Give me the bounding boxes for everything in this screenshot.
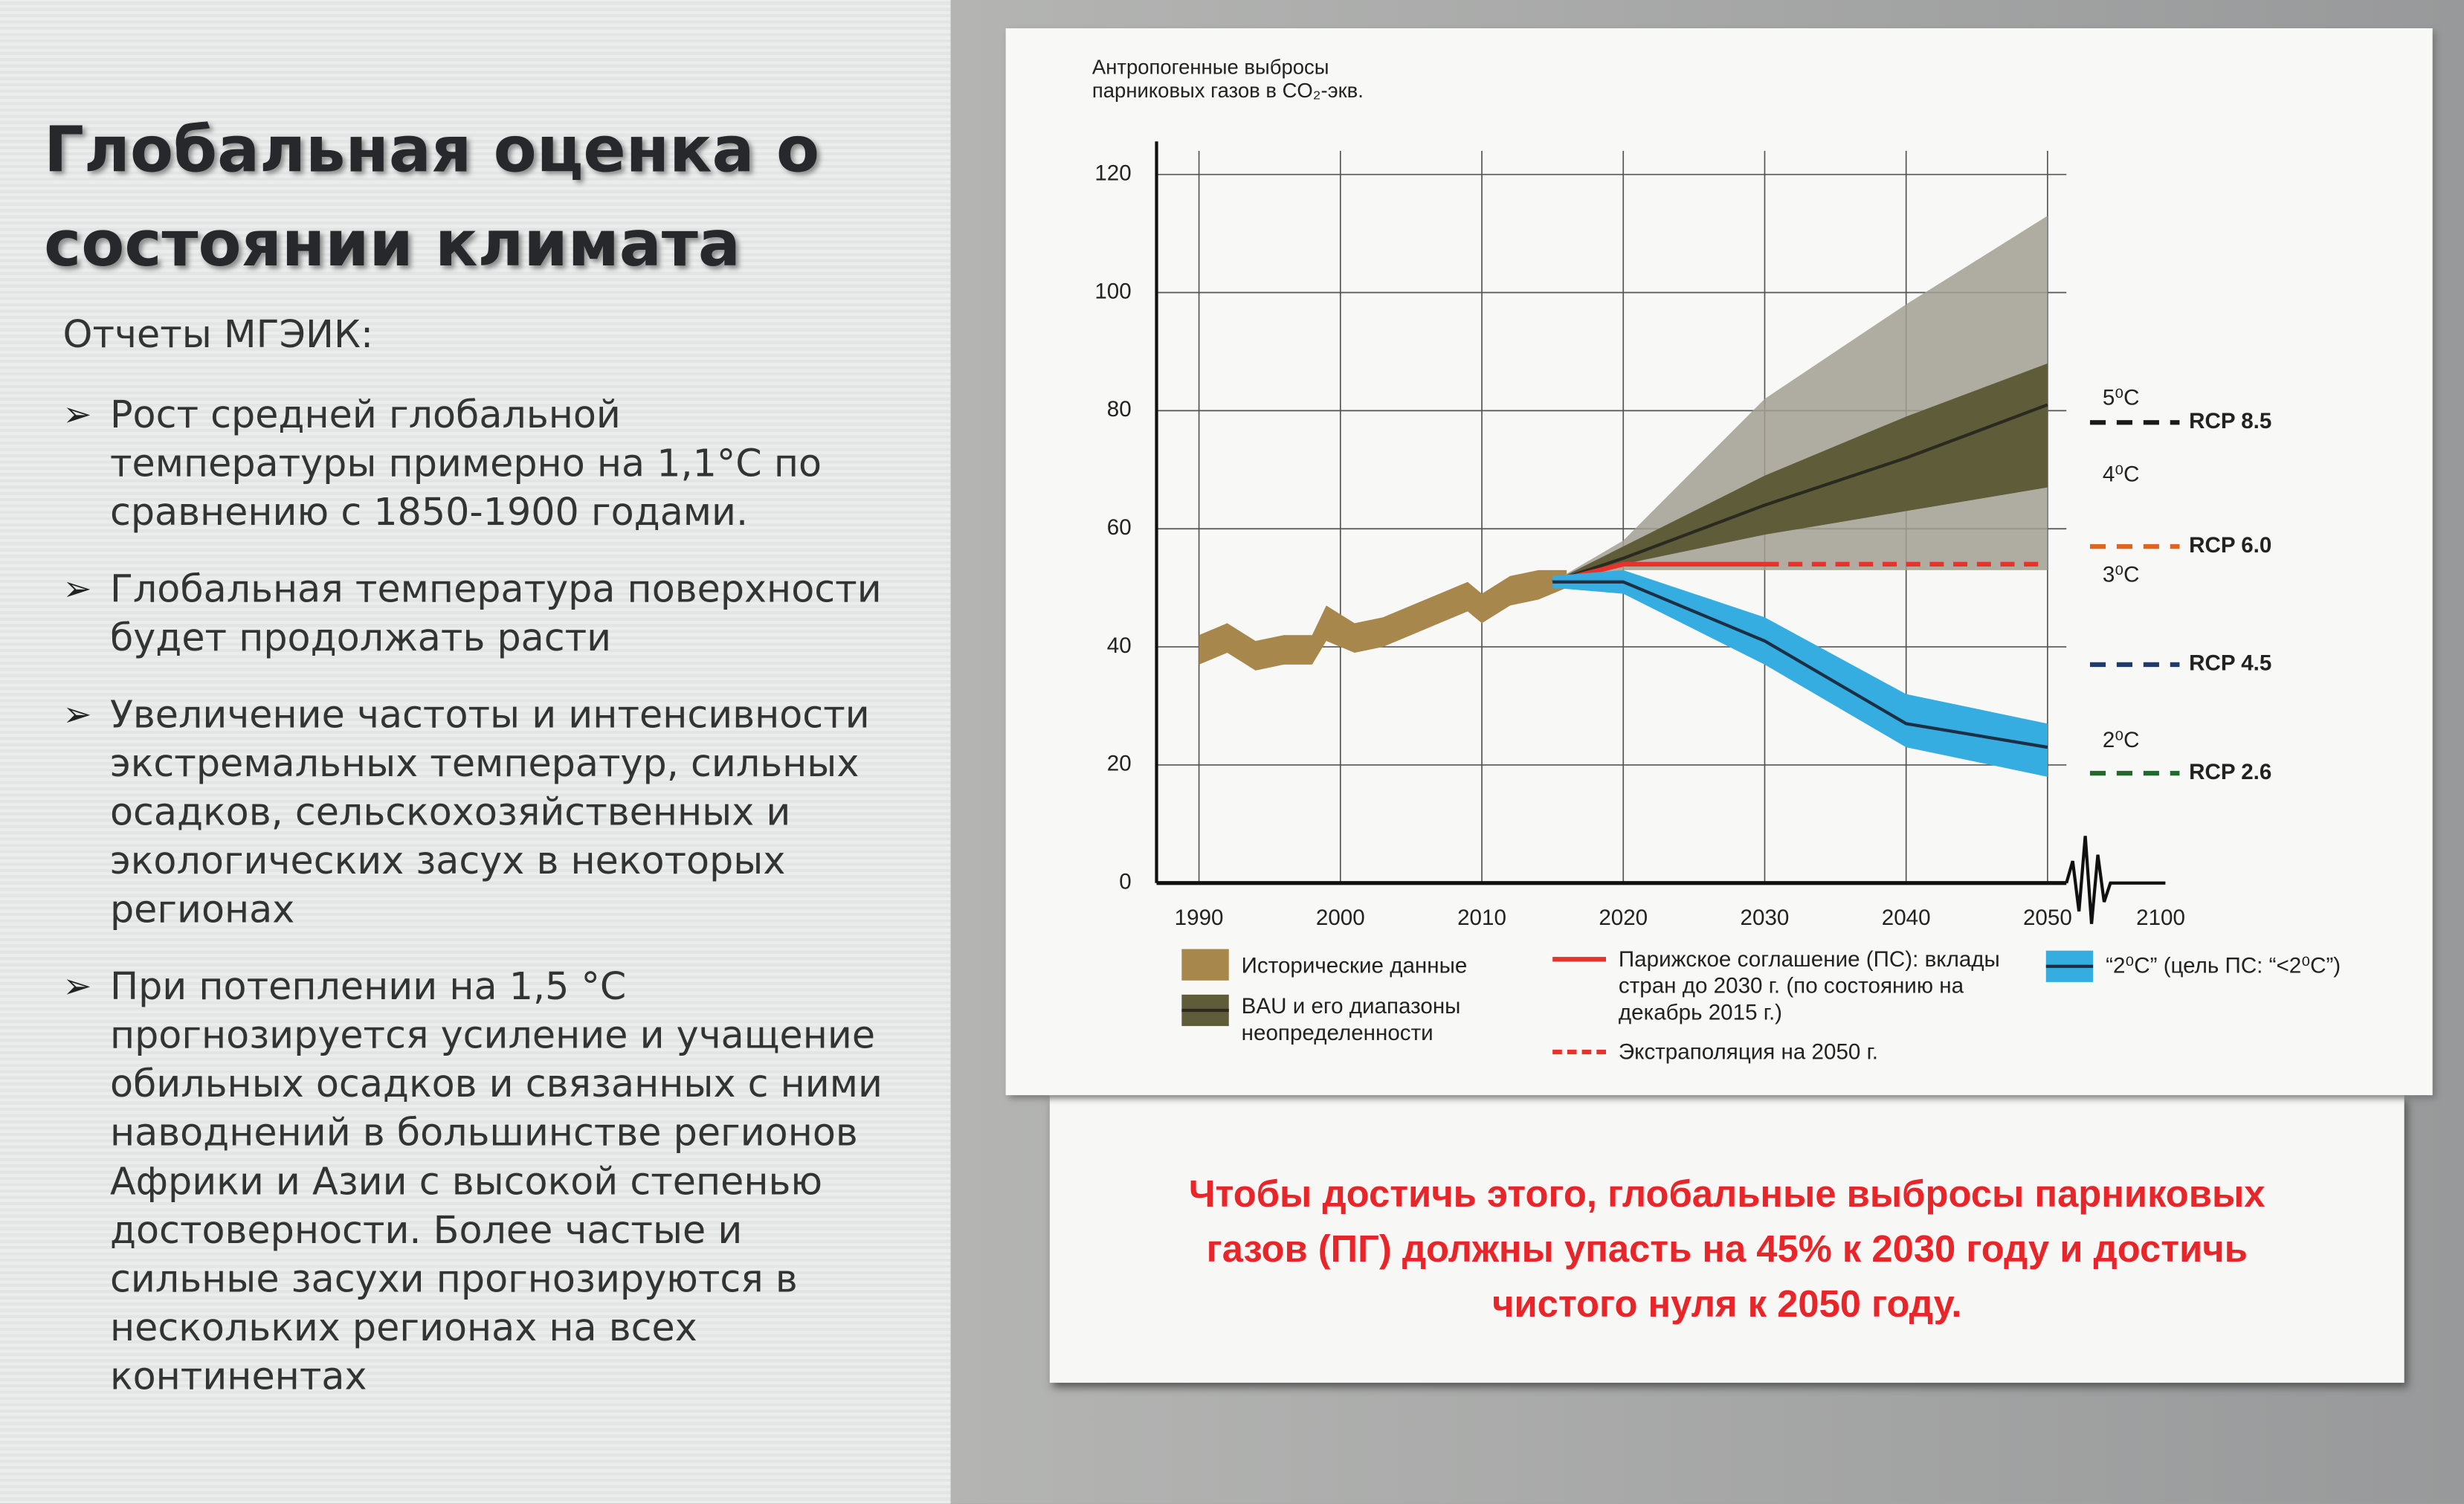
caption-line: чистого нуля к 2050 году. bbox=[1491, 1283, 1962, 1326]
bullet: ➢ Увеличение частоты и интенсивности экстр… bbox=[63, 691, 883, 935]
bullet-line: осадков, сельскохозяйственных и bbox=[109, 790, 791, 835]
x-tick-label: 2000 bbox=[1316, 906, 1365, 930]
caption: Чтобы достичь этого, глобальные выбросы … bbox=[1050, 1167, 2405, 1332]
caption-line: Чтобы достичь этого, глобальные выбросы … bbox=[1188, 1173, 2265, 1216]
rcp-label: RCP 6.0 bbox=[2189, 533, 2271, 558]
bullet-list: ➢ Рост средней глобальной температуры прим… bbox=[63, 391, 883, 1401]
bullet-line: Увеличение частоты и интенсивности bbox=[109, 693, 870, 738]
bullet-line: экстремальных температур, сильных bbox=[109, 741, 860, 786]
line bbox=[1552, 403, 2048, 584]
bullet-line: сравнению с 1850-1900 годами. bbox=[109, 490, 749, 535]
caption-panel bbox=[1049, 1095, 2405, 1383]
legend-label: Исторические данные bbox=[1241, 952, 1468, 978]
slide-title: Глобальная оценка о состоянии климата bbox=[44, 103, 819, 292]
bullet-line: Африки и Азии с высокой степенью bbox=[109, 1159, 823, 1204]
x-tick-label: 2030 bbox=[1741, 906, 1790, 930]
bullet-line: достоверности. Более частые и bbox=[109, 1208, 743, 1253]
bullet-line: прогнозируется усиление и учащение bbox=[109, 1013, 876, 1058]
x-tick-label: 2040 bbox=[1882, 906, 1931, 930]
y-tick-label: 20 bbox=[1107, 752, 1132, 776]
temperature-label: 3⁰C bbox=[2103, 563, 2140, 587]
chart-title-line: парниковых газов в CO₂-экв. bbox=[1091, 78, 1364, 103]
x-tick-label: 2100 bbox=[2136, 906, 2185, 930]
axis-break bbox=[2065, 836, 2166, 924]
line bbox=[1552, 580, 2048, 749]
y-tick-label: 80 bbox=[1107, 397, 1132, 422]
band bbox=[1552, 363, 2048, 582]
rcp-label: RCP 8.5 bbox=[2189, 409, 2271, 433]
title-line: Глобальная оценка о bbox=[44, 114, 820, 187]
caption-line: газов (ПГ) должны упасть на 45% к 2030 г… bbox=[1206, 1228, 2248, 1271]
y-tick-label: 60 bbox=[1107, 515, 1132, 540]
y-tick-label: 100 bbox=[1094, 279, 1131, 303]
x-tick-label: 2010 bbox=[1457, 906, 1506, 930]
legend-swatch bbox=[2045, 950, 2094, 982]
y-tick-label: 0 bbox=[1119, 870, 1131, 894]
rcp-label: RCP 2.6 bbox=[2189, 760, 2271, 784]
bullet-marker: ➢ bbox=[62, 570, 92, 610]
legend-swatch-line bbox=[2045, 964, 2094, 968]
legend-swatch bbox=[1181, 994, 1229, 1027]
legend-swatch bbox=[1552, 1049, 1606, 1055]
x-tick-label: 2020 bbox=[1599, 906, 1648, 930]
legend-swatch bbox=[1552, 957, 1606, 962]
bullet-line: экологических засух в некоторых bbox=[109, 839, 786, 883]
bullet-line: континентах bbox=[109, 1354, 367, 1399]
legend-label: BAU и его диапазоны неопределенности bbox=[1241, 993, 1461, 1045]
legend-swatch bbox=[1181, 949, 1229, 981]
bullet-line: Рост средней глобальной bbox=[109, 393, 621, 437]
left-panel bbox=[0, 0, 951, 1504]
legend-swatch-line bbox=[1181, 1008, 1229, 1013]
bullet-line: будет продолжать расти bbox=[109, 616, 612, 660]
temperature-label: 2⁰C bbox=[2103, 728, 2140, 752]
bullet-line: При потеплении на 1,5 °С bbox=[109, 964, 627, 1009]
bullet-marker: ➢ bbox=[62, 967, 92, 1007]
bullet-marker: ➢ bbox=[62, 396, 92, 436]
x-tick-label: 2050 bbox=[2023, 906, 2072, 930]
title-line: состоянии климата bbox=[44, 209, 741, 282]
band bbox=[1552, 569, 2048, 777]
band bbox=[1199, 569, 1567, 671]
y-tick-label: 40 bbox=[1107, 633, 1132, 658]
legend-label: Парижское соглашение (ПС): вклады стран … bbox=[1618, 946, 2000, 1025]
chart-title: Антропогенные выбросы парниковых газов в … bbox=[1092, 55, 1364, 102]
chart-title-line: Антропогенные выбросы bbox=[1091, 54, 1329, 79]
bullet-line: сильные засухи прогнозируются в bbox=[109, 1256, 798, 1301]
bullet-line: Глобальная температура поверхности bbox=[109, 567, 882, 612]
rcp-label: RCP 4.5 bbox=[2189, 651, 2271, 676]
temperature-label: 4⁰C bbox=[2103, 462, 2140, 487]
bullet: ➢ Глобальная температура поверхности будет… bbox=[63, 566, 883, 663]
legend-label: Экстраполяция на 2050 г. bbox=[1618, 1039, 1879, 1064]
bullet-line: нескольких регионах на всех bbox=[109, 1305, 697, 1350]
legend-label: “2⁰C” (цель ПС: “<2⁰C”) bbox=[2106, 952, 2341, 978]
bullet: ➢ При потеплении на 1,5 °С прогнозируется … bbox=[63, 964, 883, 1402]
bullet-line: наводнений в большинстве регионов bbox=[109, 1111, 858, 1155]
subtitle: Отчеты МГЭИК: bbox=[62, 312, 374, 357]
bullet-line: температуры примерно на 1,1°С по bbox=[109, 441, 822, 486]
bullet: ➢ Рост средней глобальной температуры прим… bbox=[63, 391, 883, 538]
y-tick-label: 120 bbox=[1094, 161, 1131, 185]
bullet-marker: ➢ bbox=[62, 696, 92, 736]
bullet-line: регионах bbox=[109, 888, 295, 932]
temperature-label: 5⁰C bbox=[2103, 385, 2140, 410]
bullet-line: обильных осадков и связанных с ними bbox=[109, 1062, 883, 1106]
x-tick-label: 1990 bbox=[1175, 906, 1224, 930]
